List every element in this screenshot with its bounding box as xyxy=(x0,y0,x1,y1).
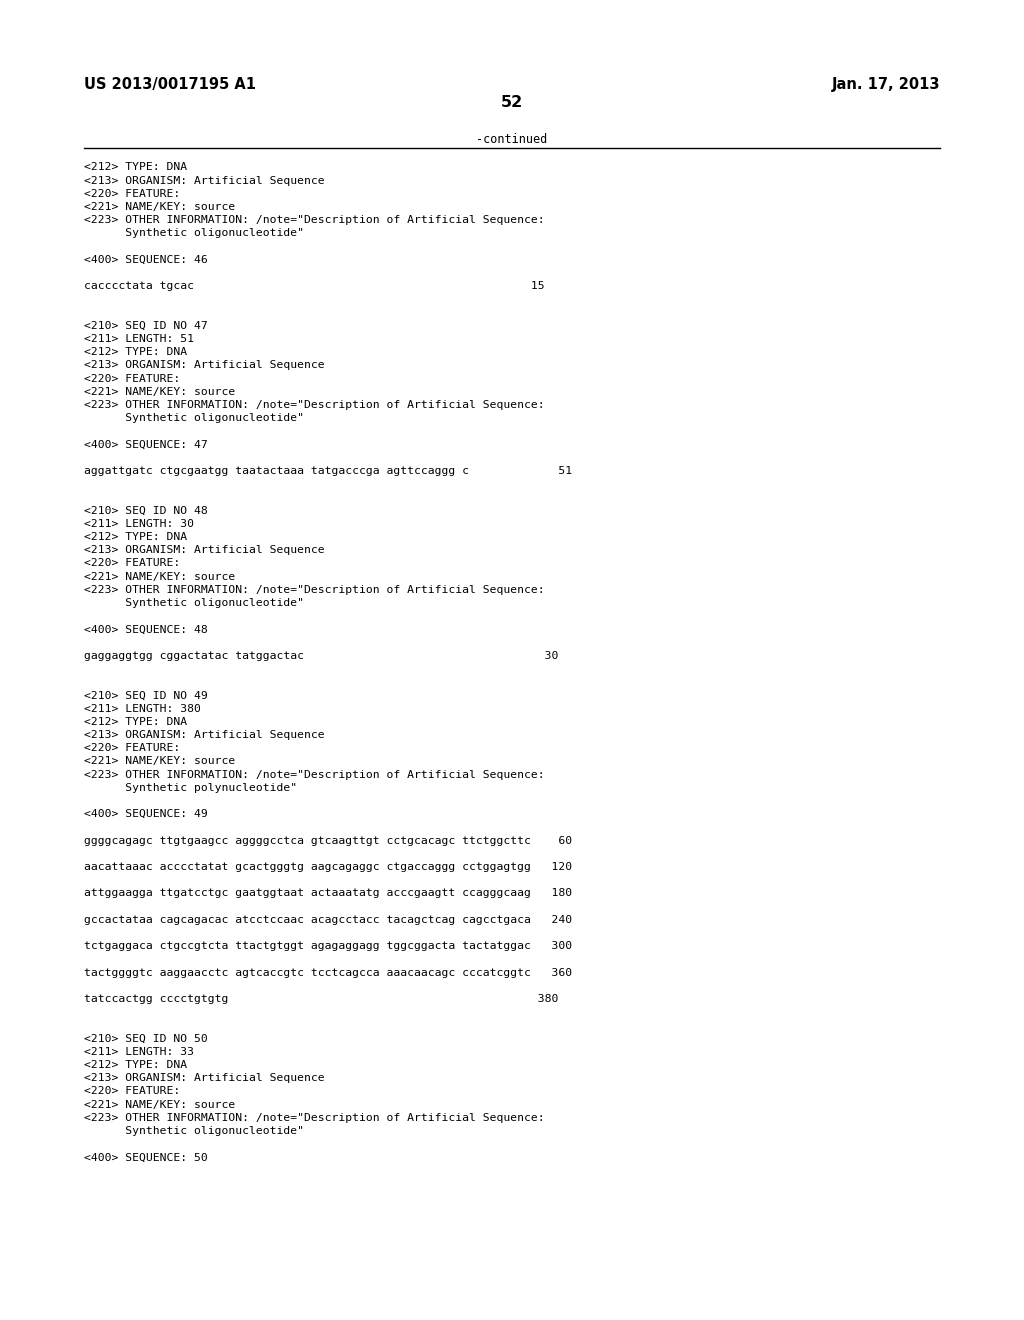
Text: aacattaaac acccctatat gcactgggtg aagcagaggc ctgaccaggg cctggagtgg   120: aacattaaac acccctatat gcactgggtg aagcaga… xyxy=(84,862,572,873)
Text: tactggggtc aaggaacctc agtcaccgtc tcctcagcca aaacaacagc cccatcggtc   360: tactggggtc aaggaacctc agtcaccgtc tcctcag… xyxy=(84,968,572,978)
Text: <212> TYPE: DNA: <212> TYPE: DNA xyxy=(84,717,187,727)
Text: <213> ORGANISM: Artificial Sequence: <213> ORGANISM: Artificial Sequence xyxy=(84,730,325,741)
Text: <221> NAME/KEY: source: <221> NAME/KEY: source xyxy=(84,387,236,397)
Text: <220> FEATURE:: <220> FEATURE: xyxy=(84,743,180,754)
Text: <212> TYPE: DNA: <212> TYPE: DNA xyxy=(84,347,187,358)
Text: <400> SEQUENCE: 49: <400> SEQUENCE: 49 xyxy=(84,809,208,820)
Text: cacccctata tgcac                                                 15: cacccctata tgcac 15 xyxy=(84,281,545,292)
Text: gaggaggtgg cggactatac tatggactac                                   30: gaggaggtgg cggactatac tatggactac 30 xyxy=(84,651,558,661)
Text: <221> NAME/KEY: source: <221> NAME/KEY: source xyxy=(84,1100,236,1110)
Text: <223> OTHER INFORMATION: /note="Description of Artificial Sequence:: <223> OTHER INFORMATION: /note="Descript… xyxy=(84,770,545,780)
Text: US 2013/0017195 A1: US 2013/0017195 A1 xyxy=(84,77,256,92)
Text: <220> FEATURE:: <220> FEATURE: xyxy=(84,1086,180,1097)
Text: <212> TYPE: DNA: <212> TYPE: DNA xyxy=(84,1060,187,1071)
Text: Jan. 17, 2013: Jan. 17, 2013 xyxy=(831,77,940,92)
Text: <220> FEATURE:: <220> FEATURE: xyxy=(84,558,180,569)
Text: aggattgatc ctgcgaatgg taatactaaa tatgacccga agttccaggg c             51: aggattgatc ctgcgaatgg taatactaaa tatgacc… xyxy=(84,466,572,477)
Text: <213> ORGANISM: Artificial Sequence: <213> ORGANISM: Artificial Sequence xyxy=(84,176,325,186)
Text: attggaagga ttgatcctgc gaatggtaat actaaatatg acccgaagtt ccagggcaag   180: attggaagga ttgatcctgc gaatggtaat actaaat… xyxy=(84,888,572,899)
Text: <400> SEQUENCE: 48: <400> SEQUENCE: 48 xyxy=(84,624,208,635)
Text: <211> LENGTH: 33: <211> LENGTH: 33 xyxy=(84,1047,194,1057)
Text: tatccactgg cccctgtgtg                                             380: tatccactgg cccctgtgtg 380 xyxy=(84,994,558,1005)
Text: <213> ORGANISM: Artificial Sequence: <213> ORGANISM: Artificial Sequence xyxy=(84,360,325,371)
Text: Synthetic oligonucleotide": Synthetic oligonucleotide" xyxy=(84,228,304,239)
Text: <223> OTHER INFORMATION: /note="Description of Artificial Sequence:: <223> OTHER INFORMATION: /note="Descript… xyxy=(84,1113,545,1123)
Text: Synthetic oligonucleotide": Synthetic oligonucleotide" xyxy=(84,598,304,609)
Text: <210> SEQ ID NO 48: <210> SEQ ID NO 48 xyxy=(84,506,208,516)
Text: <211> LENGTH: 380: <211> LENGTH: 380 xyxy=(84,704,201,714)
Text: Synthetic oligonucleotide": Synthetic oligonucleotide" xyxy=(84,1126,304,1137)
Text: <210> SEQ ID NO 49: <210> SEQ ID NO 49 xyxy=(84,690,208,701)
Text: <211> LENGTH: 30: <211> LENGTH: 30 xyxy=(84,519,194,529)
Text: <221> NAME/KEY: source: <221> NAME/KEY: source xyxy=(84,756,236,767)
Text: -continued: -continued xyxy=(476,133,548,147)
Text: tctgaggaca ctgccgtcta ttactgtggt agagaggagg tggcggacta tactatggac   300: tctgaggaca ctgccgtcta ttactgtggt agagagg… xyxy=(84,941,572,952)
Text: <213> ORGANISM: Artificial Sequence: <213> ORGANISM: Artificial Sequence xyxy=(84,545,325,556)
Text: <210> SEQ ID NO 50: <210> SEQ ID NO 50 xyxy=(84,1034,208,1044)
Text: <211> LENGTH: 51: <211> LENGTH: 51 xyxy=(84,334,194,345)
Text: <213> ORGANISM: Artificial Sequence: <213> ORGANISM: Artificial Sequence xyxy=(84,1073,325,1084)
Text: <212> TYPE: DNA: <212> TYPE: DNA xyxy=(84,532,187,543)
Text: <221> NAME/KEY: source: <221> NAME/KEY: source xyxy=(84,572,236,582)
Text: <223> OTHER INFORMATION: /note="Description of Artificial Sequence:: <223> OTHER INFORMATION: /note="Descript… xyxy=(84,585,545,595)
Text: <210> SEQ ID NO 47: <210> SEQ ID NO 47 xyxy=(84,321,208,331)
Text: <220> FEATURE:: <220> FEATURE: xyxy=(84,189,180,199)
Text: <400> SEQUENCE: 47: <400> SEQUENCE: 47 xyxy=(84,440,208,450)
Text: <212> TYPE: DNA: <212> TYPE: DNA xyxy=(84,162,187,173)
Text: Synthetic oligonucleotide": Synthetic oligonucleotide" xyxy=(84,413,304,424)
Text: <400> SEQUENCE: 46: <400> SEQUENCE: 46 xyxy=(84,255,208,265)
Text: ggggcagagc ttgtgaagcc aggggcctca gtcaagttgt cctgcacagc ttctggcttc    60: ggggcagagc ttgtgaagcc aggggcctca gtcaagt… xyxy=(84,836,572,846)
Text: <223> OTHER INFORMATION: /note="Description of Artificial Sequence:: <223> OTHER INFORMATION: /note="Descript… xyxy=(84,215,545,226)
Text: 52: 52 xyxy=(501,95,523,110)
Text: Synthetic polynucleotide": Synthetic polynucleotide" xyxy=(84,783,297,793)
Text: <223> OTHER INFORMATION: /note="Description of Artificial Sequence:: <223> OTHER INFORMATION: /note="Descript… xyxy=(84,400,545,411)
Text: <400> SEQUENCE: 50: <400> SEQUENCE: 50 xyxy=(84,1152,208,1163)
Text: gccactataa cagcagacac atcctccaac acagcctacc tacagctcag cagcctgaca   240: gccactataa cagcagacac atcctccaac acagcct… xyxy=(84,915,572,925)
Text: <220> FEATURE:: <220> FEATURE: xyxy=(84,374,180,384)
Text: <221> NAME/KEY: source: <221> NAME/KEY: source xyxy=(84,202,236,213)
